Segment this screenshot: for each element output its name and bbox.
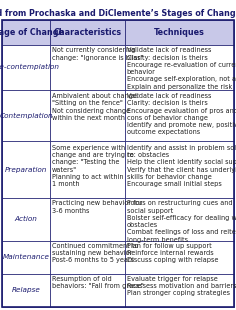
Text: Not currently considering
change: "Ignorance is bliss": Not currently considering change: "Ignor…	[52, 47, 143, 61]
Text: Validate lack of readiness
Clarity: decision is theirs
Encourage evaluation of p: Validate lack of readiness Clarity: deci…	[127, 93, 236, 135]
Bar	[125, 90, 234, 141]
Bar	[50, 20, 125, 45]
Bar	[50, 45, 125, 90]
Text: Ambivalent about change:
"Sitting on the fence"
Not considering change
within th: Ambivalent about change: "Sitting on the…	[52, 93, 139, 121]
Bar	[2, 274, 50, 307]
Bar	[125, 141, 234, 198]
Bar	[2, 198, 50, 241]
Bar	[2, 141, 50, 198]
Bar	[2, 90, 50, 141]
Text: Resumption of old
behaviors: "Fall from grace": Resumption of old behaviors: "Fall from …	[52, 276, 143, 289]
Bar	[50, 90, 125, 141]
Text: Preparation: Preparation	[5, 166, 47, 173]
Text: Adapted from Prochaska and DiClemente’s Stages of Change Model: Adapted from Prochaska and DiClemente’s …	[0, 9, 236, 18]
Text: Action: Action	[15, 216, 38, 222]
Text: Identify and assist in problem solving
re: obstacles
Help the client identify so: Identify and assist in problem solving r…	[127, 145, 236, 187]
Text: Some experience with
change and are trying to
change: "Testing the
waters"
Plann: Some experience with change and are tryi…	[52, 145, 133, 187]
Text: Techniques: Techniques	[154, 28, 205, 37]
Text: Relapse: Relapse	[12, 287, 41, 293]
Bar	[50, 141, 125, 198]
Text: Practicing new behavior for
3-6 months: Practicing new behavior for 3-6 months	[52, 200, 142, 214]
Text: Characteristics: Characteristics	[53, 28, 121, 37]
Text: Evaluate trigger for relapse
Reassess motivation and barriers
Plan stronger copi: Evaluate trigger for relapse Reassess mo…	[127, 276, 236, 296]
Bar	[125, 45, 234, 90]
Bar	[125, 241, 234, 274]
Text: Plan for follow up support
Reinforce internal rewards
Discuss coping with relaps: Plan for follow up support Reinforce int…	[127, 243, 218, 263]
Bar	[2, 20, 50, 45]
Text: Focus on restructuring cues and
social support
Bolster self-efficacy for dealing: Focus on restructuring cues and social s…	[127, 200, 236, 243]
Text: Contemplation: Contemplation	[0, 113, 53, 119]
Text: Pre-contemplation: Pre-contemplation	[0, 64, 59, 70]
Text: Stage of Change: Stage of Change	[0, 28, 63, 37]
Text: Continued commitment to
sustaining new behavior
Post-6 months to 5 years: Continued commitment to sustaining new b…	[52, 243, 138, 263]
Text: Validate lack of readiness
Clarity: decision is theirs
Encourage re-evaluation o: Validate lack of readiness Clarity: deci…	[127, 47, 236, 90]
Bar	[125, 198, 234, 241]
Bar	[50, 241, 125, 274]
Bar	[125, 20, 234, 45]
Bar	[50, 198, 125, 241]
Bar	[2, 45, 50, 90]
Bar	[50, 274, 125, 307]
Bar	[125, 274, 234, 307]
Bar	[2, 241, 50, 274]
Text: Maintenance: Maintenance	[3, 254, 50, 260]
